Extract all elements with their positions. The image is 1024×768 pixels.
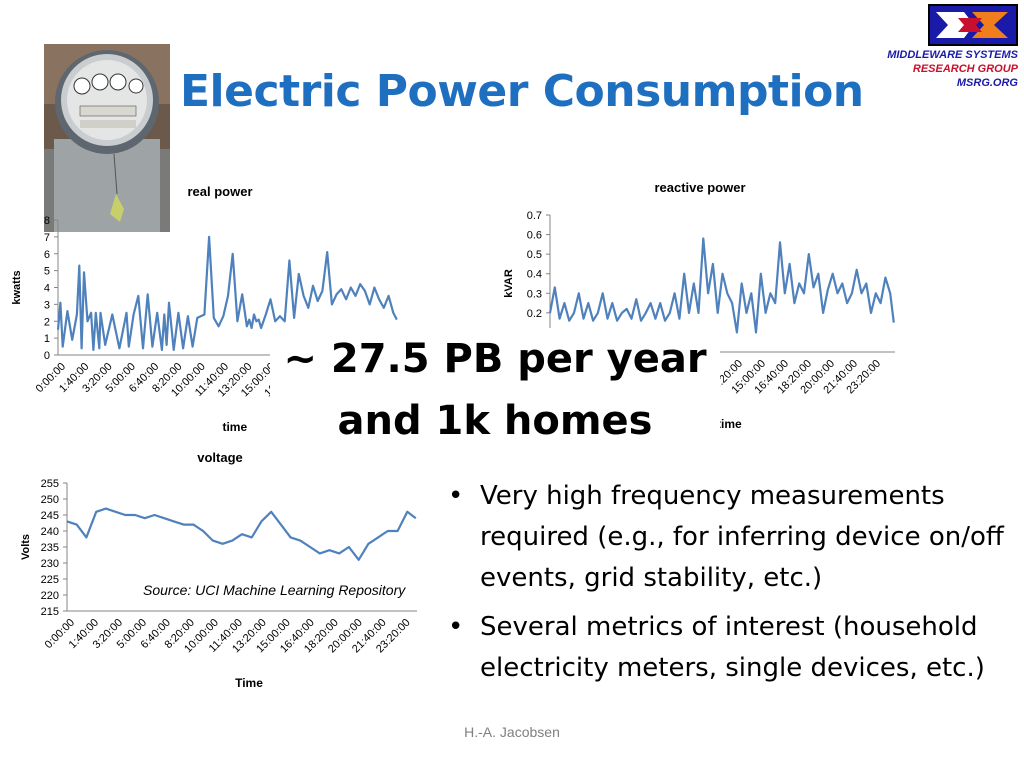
- y-tick-label: 240: [41, 526, 59, 538]
- x-axis-label: time: [222, 420, 247, 434]
- y-tick-label: 7: [44, 232, 50, 244]
- y-tick-label: 6: [44, 249, 50, 261]
- source-note: Source: UCI Machine Learning Repository: [143, 582, 406, 598]
- y-tick-label: 215: [41, 606, 59, 618]
- y-tick-label: 220: [41, 590, 59, 602]
- y-tick-label: 0.3: [527, 288, 542, 300]
- chart-title: real power: [187, 184, 252, 199]
- y-tick-label: 8: [44, 215, 50, 227]
- y-axis-label: Volts: [20, 534, 32, 560]
- y-tick-label: 230: [41, 558, 59, 570]
- y-tick-label: 225: [41, 574, 59, 586]
- reactive-power-chart: reactive power kVAR time 0.2 0.3 0.4 0.5 0.6 0.7…: [503, 180, 895, 431]
- logo-text: MIDDLEWARE SYSTEMS RESEARCH GROUP MSRG.O…: [887, 48, 1018, 90]
- slide-title: Electric Power Consumption: [180, 66, 864, 117]
- series-line: [548, 237, 895, 334]
- bullet-item: • Very high frequency measurements requir…: [440, 476, 1020, 599]
- bullet-list: • Very high frequency measurements requir…: [440, 476, 1020, 697]
- chart-title: reactive power: [654, 180, 745, 195]
- chart-title: voltage: [197, 450, 243, 465]
- y-tick-label: 0.7: [527, 210, 542, 222]
- y-tick-label: 3: [44, 299, 50, 311]
- x-axis-label: time: [717, 417, 742, 431]
- x-axis-label: Time: [235, 676, 263, 690]
- series-line: [56, 235, 398, 351]
- y-axis-label: kVAR: [503, 269, 515, 298]
- y-tick-label: 0: [44, 350, 50, 362]
- y-tick-label: 250: [41, 494, 59, 506]
- y-tick-label: 4: [44, 283, 50, 295]
- footer-author: H.-A. Jacobsen: [464, 724, 560, 740]
- bullet-text: Very high frequency measurements require…: [480, 481, 1004, 593]
- y-tick-label: 255: [41, 478, 59, 490]
- bullet-icon: •: [448, 612, 464, 642]
- y-tick-label: 2: [44, 316, 50, 328]
- bullet-item: • Several metrics of interest (household …: [440, 607, 1020, 689]
- y-tick-label: 0.2: [527, 308, 542, 320]
- bullet-icon: •: [448, 481, 464, 511]
- logo-line-1: MIDDLEWARE SYSTEMS: [887, 49, 1018, 61]
- y-tick-label: 0.6: [527, 230, 542, 242]
- logo-line-2: RESEARCH GROUP: [912, 63, 1018, 75]
- y-tick-label: 235: [41, 542, 59, 554]
- bullet-text: Several metrics of interest (household e…: [480, 612, 985, 683]
- y-axis-label: kwatts: [11, 270, 23, 304]
- callout-line-2: and 1k homes: [337, 398, 653, 444]
- y-tick-label: 245: [41, 510, 59, 522]
- data-volume-callout: ~ 27.5 PB per year and 1k homes: [270, 328, 720, 460]
- y-tick-label: 5: [44, 266, 50, 278]
- y-tick-label: 1: [44, 333, 50, 345]
- y-tick-label: 0.4: [527, 269, 542, 281]
- callout-line-1: ~ 27.5 PB per year: [283, 336, 707, 382]
- y-tick-label: 0.5: [527, 249, 542, 261]
- msrg-logo: [928, 4, 1018, 46]
- voltage-chart: voltage Volts Time 215 220 225 230 235 240 245 250…: [20, 450, 417, 690]
- electric-meter-photo: [44, 44, 170, 232]
- series-line: [66, 507, 417, 561]
- logo-line-3: MSRG.ORG: [956, 77, 1018, 89]
